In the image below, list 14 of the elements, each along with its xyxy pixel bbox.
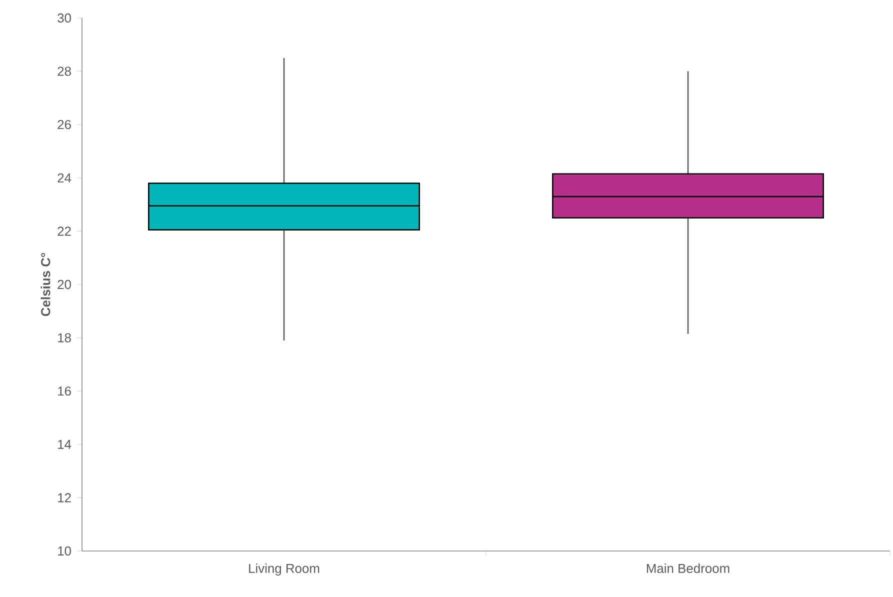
y-tick-label: 14 (58, 440, 72, 449)
y-tick-label: 26 (58, 120, 71, 130)
y-axis-title: Celsius C° (40, 252, 50, 316)
x-tick-label: Living Room (249, 564, 320, 576)
y-tick-label: 12 (58, 493, 71, 502)
y-tick-label: 20 (58, 280, 71, 290)
y-tick-label: 10 (58, 546, 71, 556)
y-tick-label: 28 (58, 66, 71, 76)
y-tick-label: 16 (58, 386, 71, 396)
y-tick-label: 18 (58, 333, 71, 342)
x-tick-label: Main Bedroom (646, 564, 730, 574)
y-tick-label: 30 (58, 13, 71, 23)
y-tick-label: 24 (58, 173, 72, 182)
y-tick-label: 22 (58, 226, 71, 236)
